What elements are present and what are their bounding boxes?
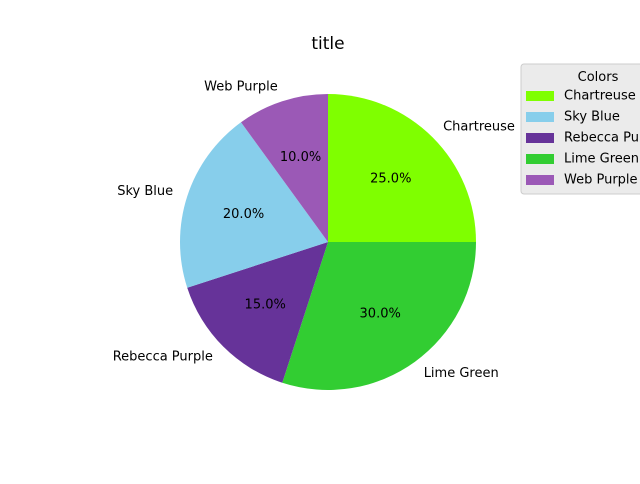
pie-slices	[179, 94, 476, 391]
percent-label-chartreuse: 25.0%	[370, 172, 411, 187]
pie-slice-labels: Chartreuse Lime Green Rebecca Purple Sky Bl…	[113, 80, 515, 382]
slice-label-web-purple: Web Purple	[204, 80, 278, 95]
pie-slice-lime-green	[282, 242, 476, 391]
percent-label-lime-green: 30.0%	[360, 306, 401, 321]
percent-label-web-purple: 10.0%	[280, 150, 321, 165]
legend-title: Colors	[578, 70, 619, 85]
slice-label-chartreuse: Chartreuse	[443, 119, 515, 134]
pie-slice-rebecca-purple	[187, 242, 328, 383]
legend-label-lime-green: Lime Green	[564, 152, 639, 167]
legend-label-rebecca-purple: Rebecca Purple	[564, 131, 640, 146]
pie-slice-web-purple	[241, 94, 328, 242]
slice-label-rebecca-purple: Rebecca Purple	[113, 350, 213, 365]
legend-swatch-web-purple	[526, 175, 554, 185]
pie-slice-sky-blue	[179, 122, 328, 288]
legend-label-sky-blue: Sky Blue	[564, 110, 620, 125]
chart-title: title	[311, 34, 344, 54]
legend-swatch-sky-blue	[526, 112, 554, 122]
legend-entries: Chartreuse Sky Blue Rebecca Purple Lime Gre…	[526, 89, 640, 188]
slice-label-sky-blue: Sky Blue	[117, 184, 173, 199]
legend-swatch-lime-green	[526, 154, 554, 164]
slice-label-lime-green: Lime Green	[424, 366, 499, 381]
legend-swatch-chartreuse	[526, 91, 554, 101]
percent-label-sky-blue: 20.0%	[223, 207, 264, 222]
legend-swatch-rebecca-purple	[526, 133, 554, 143]
pie-slice-chartreuse	[328, 94, 476, 242]
pie-percent-labels: 25.0% 30.0% 15.0% 20.0% 10.0%	[223, 150, 412, 321]
legend: Colors Chartreuse Sky Blue Rebecca Purple L…	[520, 63, 640, 195]
legend-label-chartreuse: Chartreuse	[564, 89, 636, 104]
legend-label-web-purple: Web Purple	[564, 173, 638, 188]
percent-label-rebecca-purple: 15.0%	[245, 297, 286, 312]
